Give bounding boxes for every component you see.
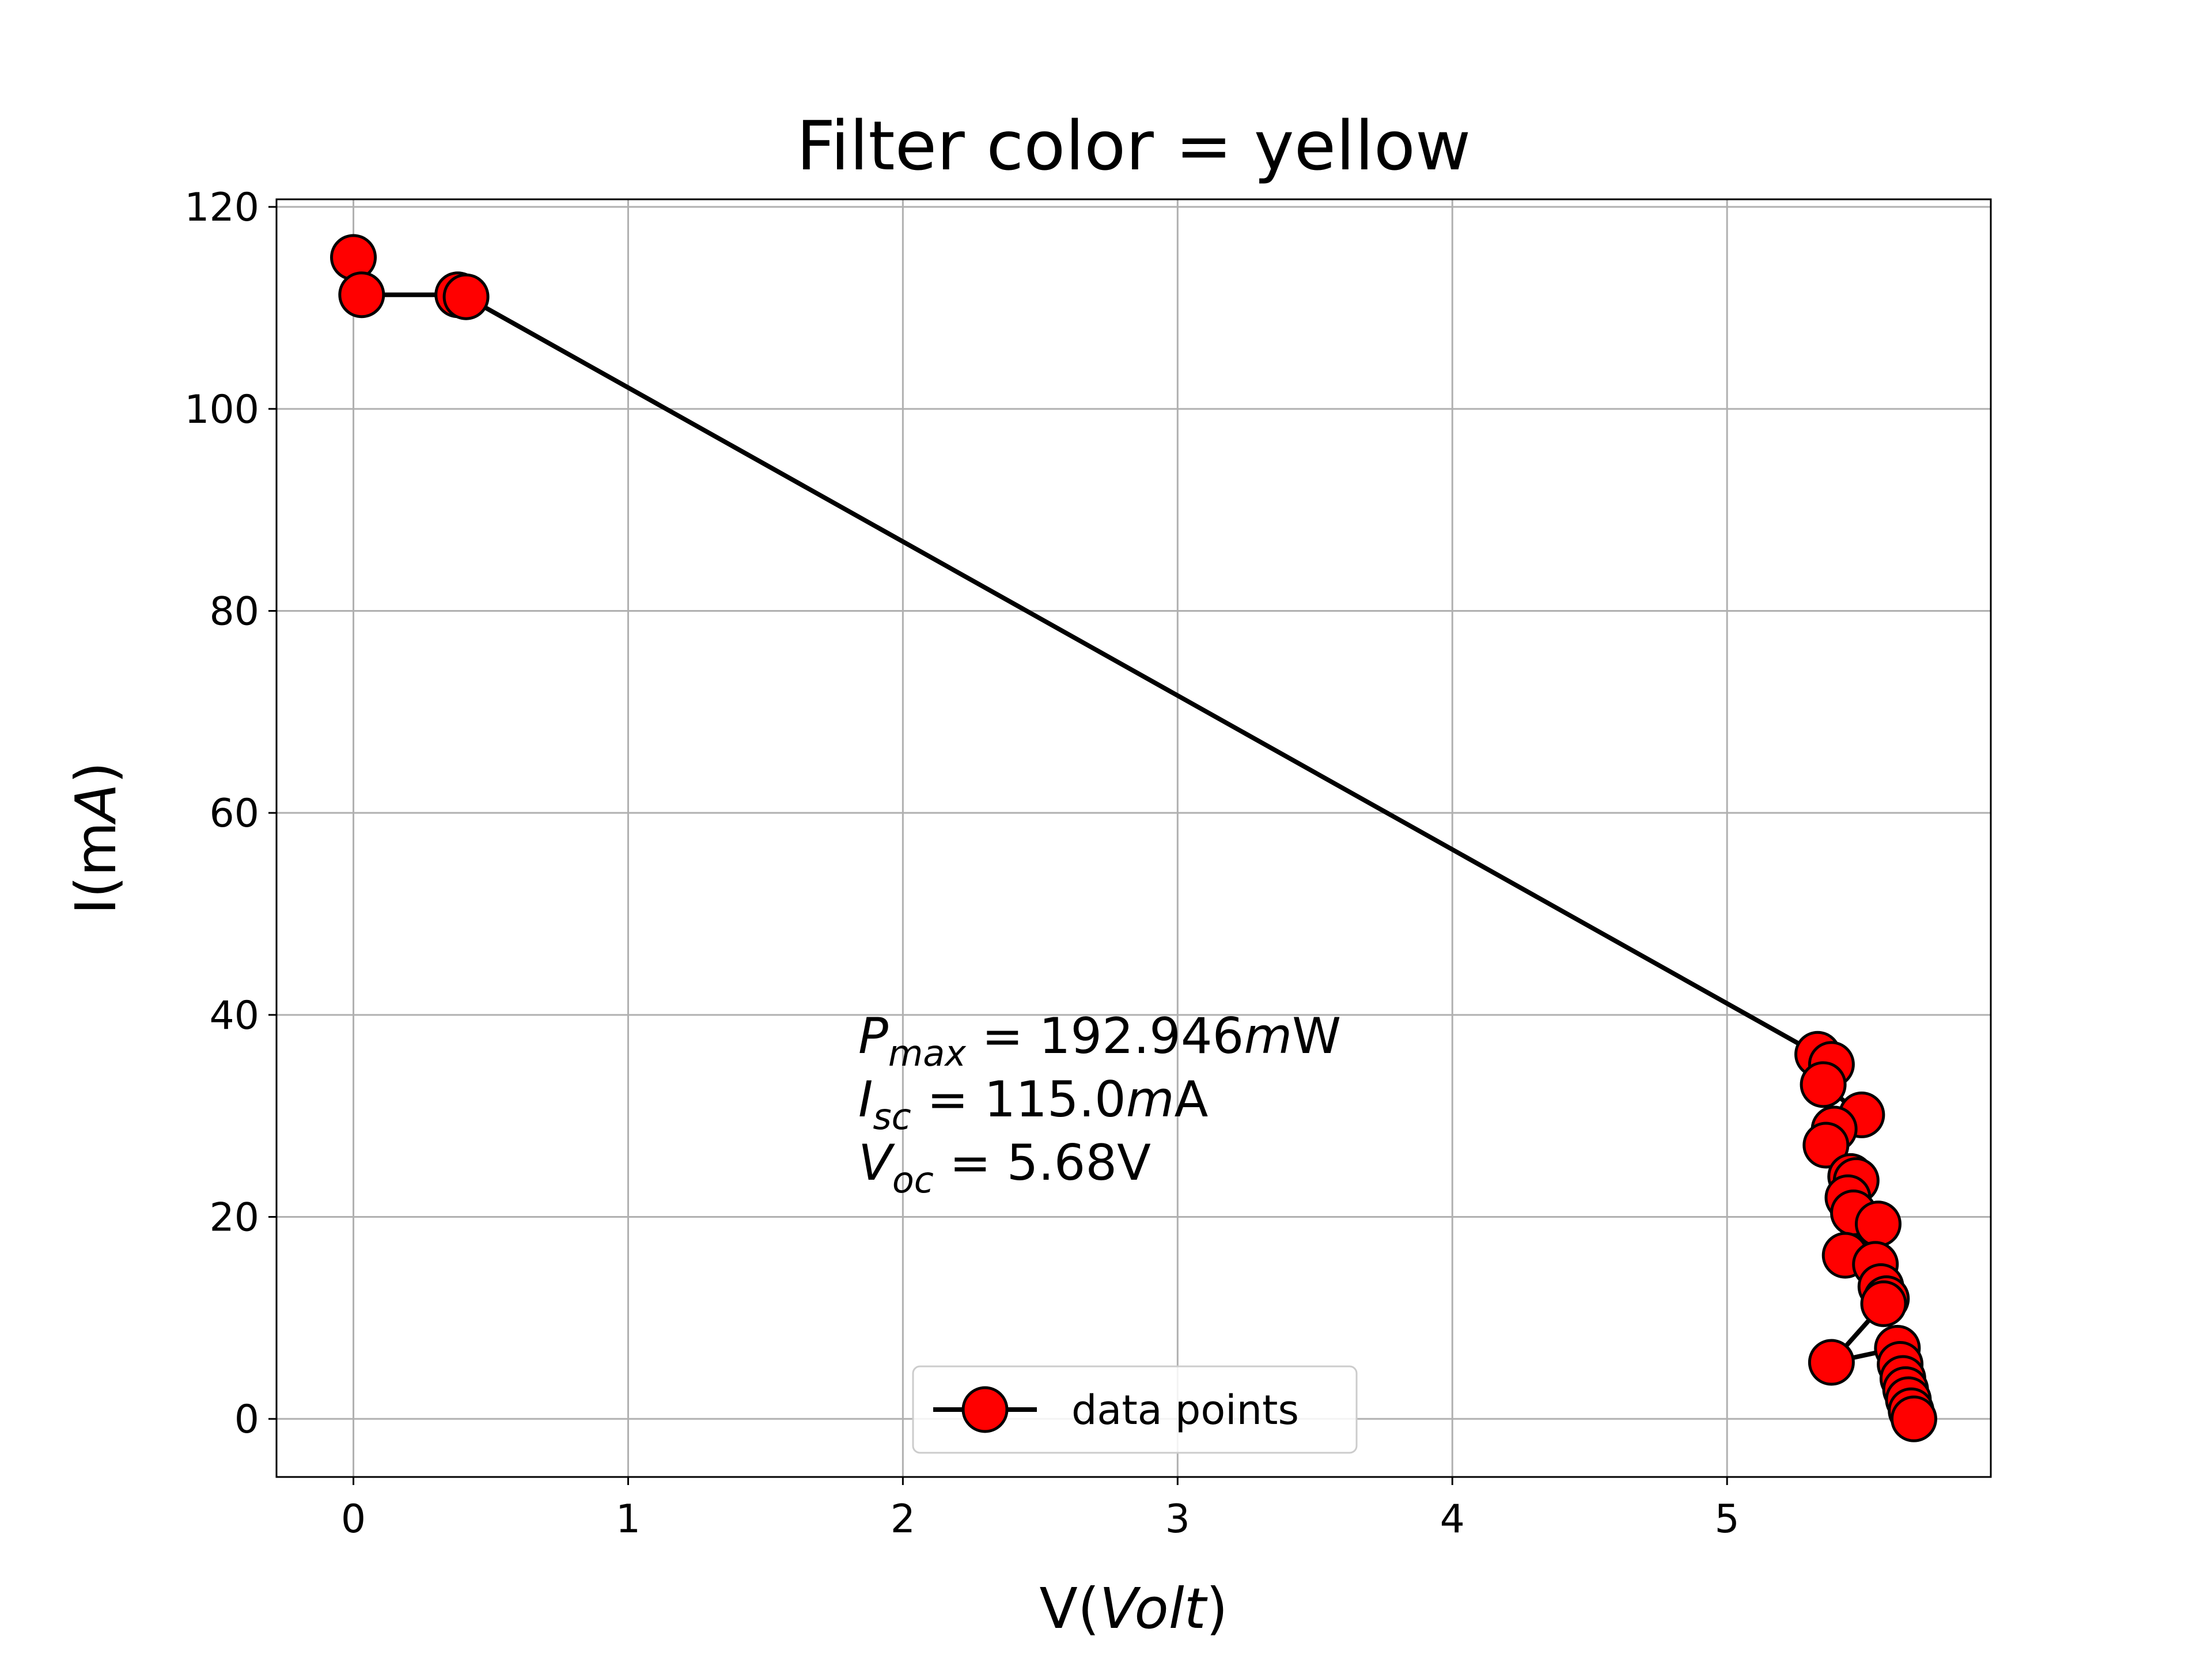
data-point (1860, 1280, 1907, 1327)
annotation-block: Pmax = 192.946mW Isc = 115.0mA Voc = 5.6… (858, 1007, 1341, 1201)
data-point (1808, 1339, 1855, 1386)
ticks: 0 1 2 3 4 5 0 20 40 60 80 100 120 (184, 185, 1740, 1542)
legend-marker (961, 1386, 1009, 1433)
y-tick-label: 80 (209, 589, 259, 634)
series-layer (330, 234, 1937, 1442)
legend-box (912, 1365, 1358, 1454)
data-point (1800, 1061, 1847, 1108)
x-tick-label: 5 (1715, 1497, 1740, 1542)
x-tick-label: 3 (1165, 1497, 1190, 1542)
annotation-isc: Isc = 115.0mA (858, 1071, 1208, 1138)
data-point (1802, 1122, 1850, 1169)
x-tick-label: 4 (1440, 1497, 1465, 1542)
data-point (1854, 1200, 1902, 1248)
data-point (338, 271, 385, 319)
x-tick-label: 2 (891, 1497, 915, 1542)
x-tick-label: 1 (616, 1497, 641, 1542)
annotation-pmax: Pmax = 192.946mW (858, 1007, 1341, 1074)
y-tick-label: 100 (184, 387, 259, 433)
y-tick-label: 60 (209, 791, 259, 836)
y-tick-label: 120 (184, 185, 259, 230)
annotation-voc: Voc = 5.68V (858, 1134, 1151, 1201)
y-tick-label: 20 (209, 1195, 259, 1241)
y-tick-label: 0 (234, 1397, 259, 1442)
x-tick-label: 0 (341, 1497, 366, 1542)
grid (276, 199, 1991, 1477)
legend-label: data points (1071, 1387, 1299, 1434)
data-point (1890, 1395, 1937, 1442)
y-axis-label: I(mA) (63, 762, 128, 914)
plot-frame (275, 198, 1992, 1478)
chart-title: Filter color = yellow (797, 106, 1471, 185)
data-point (442, 273, 490, 320)
x-axis-label: V(Volt) (1039, 1576, 1228, 1641)
y-tick-label: 40 (209, 993, 259, 1039)
plot-area (276, 199, 1991, 1477)
legend: data points (912, 1365, 1358, 1454)
